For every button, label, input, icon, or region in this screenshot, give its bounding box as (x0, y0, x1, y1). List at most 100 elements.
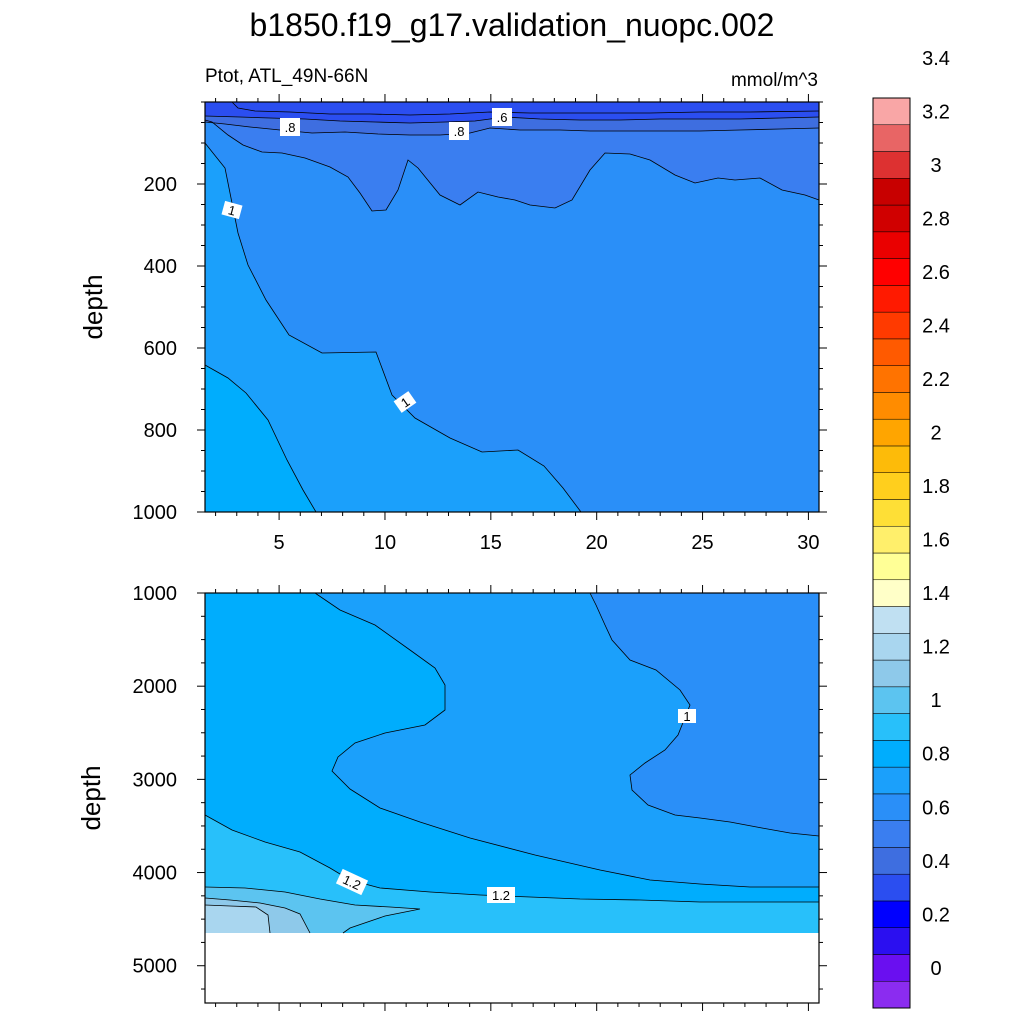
units-label: mmol/m^3 (731, 70, 818, 91)
lower-y-tick-label: 4000 (133, 863, 178, 885)
upper-clabel-box-3 (221, 200, 243, 220)
colorbar-swatch (872, 418, 911, 447)
upper-clabel-box-1 (280, 118, 300, 136)
upper-contour-0.9 (204, 119, 820, 212)
upper-contour-1.0 (204, 142, 582, 513)
upper-clabel-1-mid-group: 1 (393, 391, 417, 413)
colorbar-tick-label: 0.4 (922, 851, 950, 873)
colorbar-swatch (872, 927, 911, 955)
colorbar-swatch (872, 579, 911, 607)
upper-clabel-1-left: 1 (226, 202, 237, 218)
upper-y-tick-label: 200 (144, 174, 177, 196)
lower-band-1.5-1.6 (205, 905, 270, 933)
colorbar-tick-label: 0.2 (922, 904, 950, 926)
lower-contour-1.3 (204, 886, 421, 934)
colorbar-tick-labels: 0 0.2 0.4 0.6 0.8 1 1.2 1.4 1.6 1.8 2 2.2 2.4 2.6 2.8 3… (922, 48, 950, 980)
upper-x-tick-label: 15 (480, 532, 502, 554)
colorbar-swatch (872, 980, 911, 1009)
colorbar-swatch (872, 499, 911, 527)
lower-clabel-1: 1 (683, 709, 690, 724)
colorbar-tick-label: 0 (930, 958, 941, 980)
lower-band-1.2-1.3 (205, 815, 819, 933)
upper-clabel-box-2 (449, 122, 469, 140)
colorbar-tick-label: 2.8 (922, 208, 950, 230)
colorbar-swatch (872, 204, 911, 233)
colorbar-swatch (872, 659, 911, 688)
lower-axis-ticks: 1000 2000 3000 4000 5000 (133, 583, 827, 1011)
colorbar-swatch (872, 392, 911, 420)
colorbar-swatch (872, 231, 911, 259)
colorbar-swatch (872, 552, 911, 581)
colorbar-swatch (872, 525, 911, 554)
upper-contour-labels: .6 .8 .8 1 1 (221, 108, 512, 413)
colorbar-tick-label: 2.4 (922, 316, 950, 338)
lower-contour-fill (205, 593, 819, 933)
upper-y-tick-label: 1000 (133, 502, 178, 524)
colorbar-swatch (872, 445, 911, 473)
lower-clabel-1.2-mid: 1.2 (492, 888, 510, 903)
figure-title: b1850.f19_g17.validation_nuopc.002 (250, 7, 775, 43)
colorbar-tick-label: 3.2 (922, 101, 950, 123)
lower-clabel-1.2-left: 1.2 (340, 872, 363, 893)
lower-contour-1.2 (204, 814, 819, 903)
colorbar-swatch (872, 311, 911, 340)
colorbar-swatch (872, 365, 911, 393)
lower-y-axis-label: depth (76, 765, 106, 830)
lower-clabel-box-0 (678, 709, 696, 723)
colorbar-swatches (872, 97, 911, 1009)
lower-clabel-1.2-mid-group: 1.2 (487, 887, 515, 903)
colorbar-swatch (872, 606, 911, 634)
upper-clabel-box-4 (393, 391, 417, 413)
lower-y-tick-label: 2000 (133, 676, 178, 698)
upper-band-1.1-1.2 (205, 365, 316, 512)
colorbar-tick-label: 0.8 (922, 744, 950, 766)
colorbar-swatch (872, 258, 911, 286)
lower-clabel-1.2-left-group: 1.2 (335, 868, 369, 896)
lower-clabel-box-2 (487, 887, 515, 903)
colorbar-swatch (872, 686, 911, 714)
colorbar-swatch (872, 820, 911, 848)
colorbar-tick-label: 1.8 (922, 476, 950, 498)
lower-contour-1.0 (589, 592, 820, 837)
upper-x-tick-label: 20 (586, 532, 608, 554)
upper-contour-lines (204, 101, 820, 513)
colorbar-tick-label: 2.2 (922, 369, 950, 391)
upper-y-tick-label: 400 (144, 256, 177, 278)
upper-contour-1.1 (204, 364, 317, 513)
colorbar-swatch (872, 285, 911, 313)
lower-clabel-1-group: 1 (678, 709, 696, 724)
colorbar-tick-label: 3.4 (922, 48, 950, 70)
colorbar-tick-label: 1.4 (922, 583, 950, 605)
upper-clabel-box-0 (492, 108, 512, 126)
colorbar-swatch (872, 97, 911, 126)
lower-contour-1.1 (314, 592, 819, 888)
lower-y-tick-label: 1000 (133, 583, 178, 605)
colorbar-swatch (872, 740, 911, 768)
upper-band-0.9-1.0 (205, 102, 819, 512)
upper-y-axis-label: depth (78, 274, 108, 339)
lower-band-1.1-1.2 (205, 593, 819, 933)
lower-contour-1.5 (204, 904, 271, 934)
colorbar-tick-label: 1 (930, 690, 941, 712)
lower-band-0.9-1.0 (590, 593, 819, 836)
upper-clabel-0.8-right: .8 (454, 124, 465, 139)
colorbar-tick-label: 1.6 (922, 530, 950, 552)
upper-y-tick-label: 600 (144, 338, 177, 360)
colorbar-swatch (872, 713, 911, 741)
lower-contour-1.4 (204, 897, 311, 934)
colorbar-swatch (872, 954, 911, 982)
colorbar-tick-label: 1.2 (922, 637, 950, 659)
lower-contour-labels: 1 1.2 1.2 (335, 709, 696, 903)
colorbar-swatch (872, 472, 911, 500)
variable-label: Ptot, ATL_49N-66N (205, 66, 368, 87)
colorbar-tick-label: 2 (930, 423, 941, 445)
colorbar-swatch (872, 793, 911, 821)
colorbar-swatch (872, 847, 911, 875)
colorbar-swatch (872, 124, 911, 152)
colorbar-tick-label: 2.6 (922, 262, 950, 284)
colorbar-tick-label: 3 (930, 155, 941, 177)
colorbar-frame (872, 97, 911, 1009)
upper-panel: .6 .8 .8 1 1 5 10 15 20 25 30 200 400 600 800 1000… (78, 94, 827, 554)
colorbar-swatch (872, 900, 911, 928)
